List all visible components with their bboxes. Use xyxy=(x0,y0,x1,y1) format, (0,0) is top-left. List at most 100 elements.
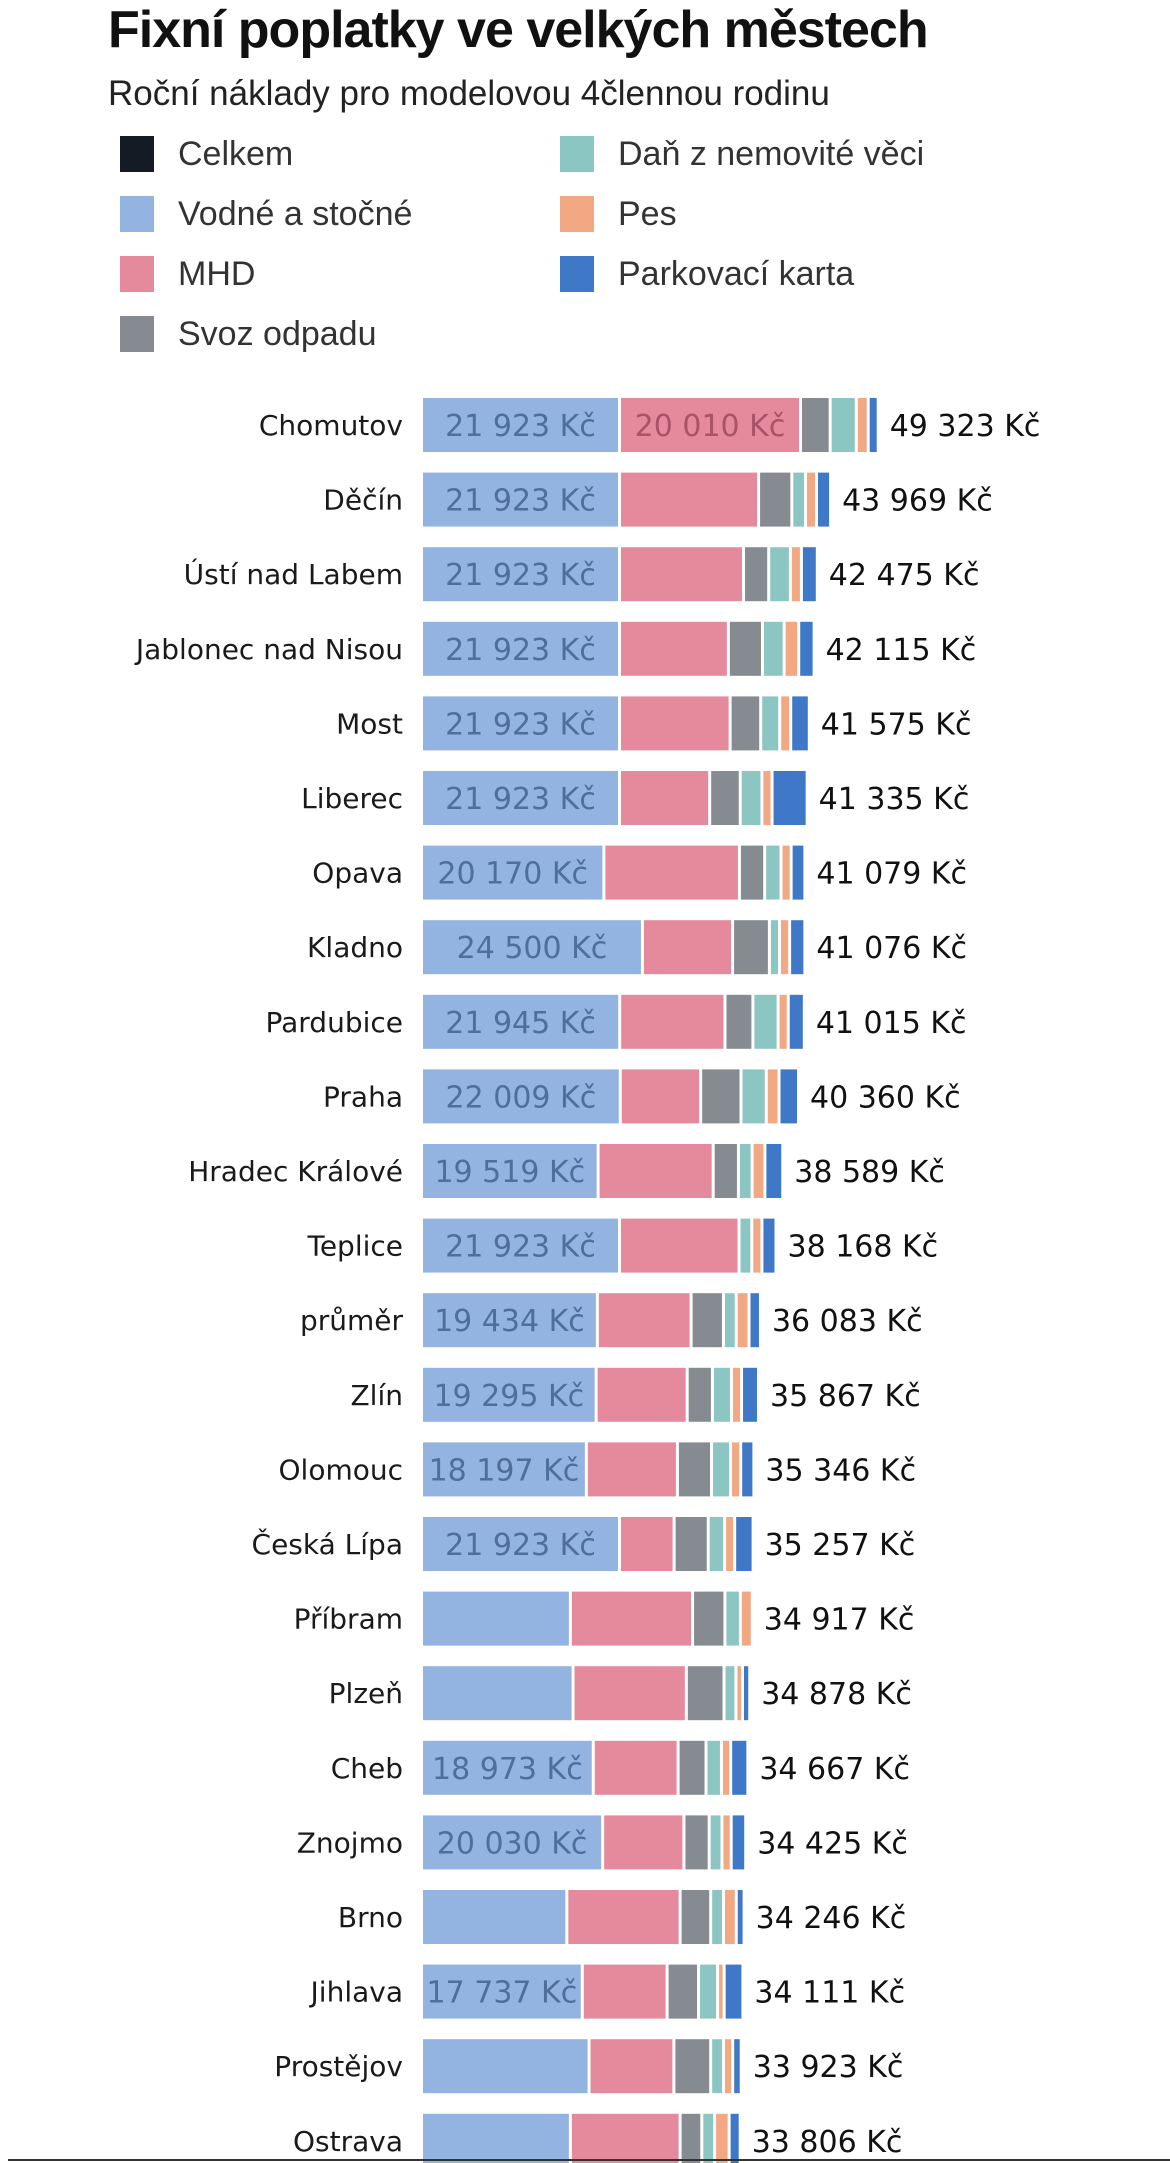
category-label: Děčín xyxy=(323,484,403,517)
bar-segment-parkovani xyxy=(773,771,806,825)
bar-segment-parkovani xyxy=(750,1293,759,1348)
bar-segment-parkovani xyxy=(743,1367,758,1422)
bar-segment-mhd xyxy=(621,621,727,676)
bar-segment-svoz xyxy=(685,1815,708,1870)
bar-row: Hradec Králové 19 519 Kč 38 589 Kč xyxy=(188,1144,945,1198)
bar-segment-svoz xyxy=(711,771,739,825)
legend-item-mhd: MHD xyxy=(120,254,255,294)
bar-segment-dan xyxy=(713,1442,730,1497)
legend-label-celkem: Celkem xyxy=(178,134,294,173)
bar-segment-pes xyxy=(741,1591,751,1646)
bar-segment-svoz xyxy=(740,845,764,900)
legend-swatch-dan xyxy=(560,136,594,172)
bar-segment-vodne xyxy=(423,696,618,751)
bar-segment-mhd xyxy=(621,1069,700,1124)
bar-segment-vodne xyxy=(423,472,618,527)
category-label: Brno xyxy=(338,1901,403,1934)
bar-segment-vodne xyxy=(423,1069,619,1124)
bar-segment-dan xyxy=(793,472,805,527)
bar-segment-svoz xyxy=(687,1666,723,1721)
bar-segment-vodne xyxy=(423,398,618,452)
bar-segment-mhd xyxy=(605,845,738,900)
bar-row: Jablonec nad Nisou 21 923 Kč 42 115 Kč xyxy=(134,621,976,676)
legend-item-dan: Daň z nemovité věci xyxy=(560,134,924,174)
total-value-label: 36 083 Kč xyxy=(772,1304,923,1339)
category-label: Plzeň xyxy=(329,1677,403,1710)
bar-segment-pes xyxy=(722,1740,730,1795)
legend-item-vodne: Vodné a stočné xyxy=(120,194,412,234)
bar-segment-dan xyxy=(709,1517,724,1571)
segment-value-label: 20 170 Kč xyxy=(437,857,588,892)
category-label: Cheb xyxy=(331,1752,403,1785)
bar-row: Jihlava 17 737 Kč 34 111 Kč xyxy=(309,1964,905,2019)
segment-value-label: 19 519 Kč xyxy=(434,1155,585,1190)
bar-segment-vodne xyxy=(423,2113,569,2163)
bar-segment-svoz xyxy=(668,1964,698,2019)
bar-segment-pes xyxy=(732,1367,741,1422)
category-label: Praha xyxy=(323,1080,403,1113)
bar-segment-dan xyxy=(741,771,761,825)
bar-segment-svoz xyxy=(801,398,829,452)
total-value-label: 34 246 Kč xyxy=(756,1901,907,1936)
bar-row: Praha 22 009 Kč 40 360 Kč xyxy=(323,1069,961,1124)
bar-segment-mhd xyxy=(571,1591,692,1646)
bar-segment-pes xyxy=(726,1517,734,1571)
bar-segment-pes xyxy=(781,696,790,751)
bar-segment-svoz xyxy=(679,1740,705,1795)
segment-value-label: 21 945 Kč xyxy=(445,1006,596,1041)
total-value-label: 40 360 Kč xyxy=(810,1080,961,1115)
bar-segment-parkovani xyxy=(763,1218,775,1273)
bar-segment-parkovani xyxy=(737,1890,743,1944)
bar-segment-parkovani xyxy=(730,2113,739,2163)
bottom-divider xyxy=(8,2159,1170,2161)
bar-segment-vodne xyxy=(423,1964,581,2019)
bar-segment-vodne xyxy=(423,547,618,602)
bar-segment-parkovani xyxy=(789,994,803,1049)
bar-segment-pes xyxy=(857,398,867,452)
bar-segment-pes xyxy=(723,1815,730,1870)
bar-row: Zlín 19 295 Kč 35 867 Kč xyxy=(351,1367,921,1422)
chart-title: Fixní poplatky ve velkých městech xyxy=(108,1,929,59)
legend-swatch-vodne xyxy=(120,196,154,232)
bar-segment-parkovani xyxy=(725,1964,742,2019)
chart-subtitle: Roční náklady pro modelovou 4člennou rod… xyxy=(108,74,830,113)
bar-row: Kladno 24 500 Kč 41 076 Kč xyxy=(307,920,967,975)
legend-label-mhd: MHD xyxy=(178,254,256,293)
segment-value-label: 21 923 Kč xyxy=(445,782,596,817)
segment-value-label: 21 923 Kč xyxy=(445,409,596,444)
category-label: Znojmo xyxy=(297,1826,403,1859)
total-value-label: 43 969 Kč xyxy=(842,484,993,519)
bar-segment-pes xyxy=(791,547,800,602)
category-label: Chomutov xyxy=(259,409,403,442)
bar-segment-parkovani xyxy=(869,398,877,452)
bar-segment-parkovani xyxy=(766,1144,782,1198)
bar-segment-dan xyxy=(713,1367,730,1422)
bar-segment-dan xyxy=(740,1218,751,1273)
bar-segment-svoz xyxy=(731,696,760,751)
bar-segment-pes xyxy=(785,621,798,676)
bar-segment-vodne xyxy=(423,1666,572,1721)
category-label: Česká Lípa xyxy=(252,1527,403,1561)
bar-segment-vodne xyxy=(423,1293,596,1348)
segment-value-label: 20 030 Kč xyxy=(437,1826,588,1861)
bar-segment-parkovani xyxy=(780,1069,797,1124)
total-value-label: 41 076 Kč xyxy=(816,931,967,966)
bar-segment-dan xyxy=(770,547,789,602)
bar-segment-parkovani xyxy=(800,621,813,676)
legend-swatch-parkovani xyxy=(560,256,594,292)
bar-segment-svoz xyxy=(729,621,761,676)
bar-segment-svoz xyxy=(694,1591,724,1646)
bar-segment-pes xyxy=(724,1890,735,1944)
category-label: Teplice xyxy=(306,1230,403,1263)
bar-segment-pes xyxy=(737,1666,741,1721)
bar-segment-mhd xyxy=(587,1442,676,1497)
total-value-label: 38 168 Kč xyxy=(787,1230,938,1265)
total-value-label: 34 917 Kč xyxy=(764,1603,915,1638)
bar-segment-mhd xyxy=(568,1890,679,1944)
bar-segment-mhd xyxy=(598,1293,690,1348)
bar-segment-dan xyxy=(763,621,783,676)
bar-segment-parkovani xyxy=(732,1740,747,1795)
bar-segment-parkovani xyxy=(792,696,808,751)
segment-value-label: 19 295 Kč xyxy=(433,1379,584,1414)
